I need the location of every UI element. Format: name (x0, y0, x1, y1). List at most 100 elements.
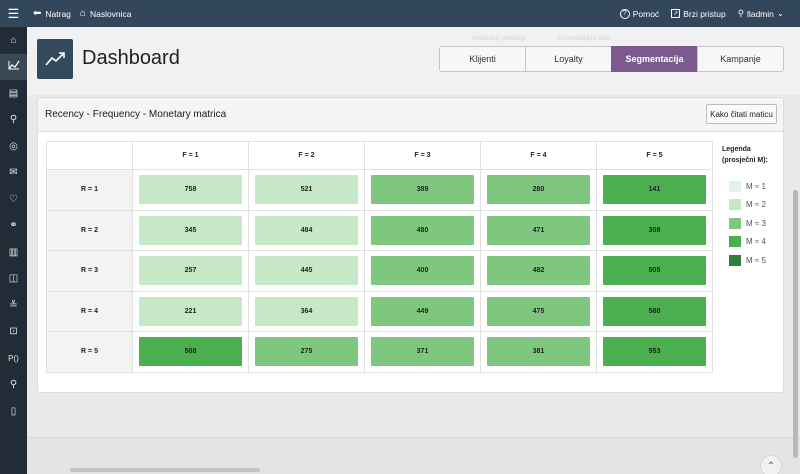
legend-label: M ≈ 2 (746, 200, 766, 209)
help-link[interactable]: ? Pomoć (619, 8, 659, 19)
card-title: Recency - Frequency - Monetary matrica (45, 109, 227, 120)
segment-value[interactable]: 484 (255, 215, 358, 245)
segment-value[interactable]: 275 (255, 337, 358, 367)
user-plus-icon: ⚲ (9, 379, 18, 391)
sidebar-item-security[interactable]: ⊡ (0, 319, 27, 346)
sidebar-item-add-user[interactable]: ⚲ (0, 372, 27, 399)
legend: Legenda (prosječni M): M ≈ 1 M ≈ 2 M ≈ 3 M … (722, 144, 782, 267)
sidebar-item-user-search[interactable]: ⚲ (0, 107, 27, 134)
segment-value[interactable]: 758 (139, 175, 242, 205)
how-to-read-button[interactable]: Kako čitati maticu (706, 104, 777, 124)
tab-loyalty[interactable]: Loyalty (525, 46, 612, 72)
chevron-down-icon: ⌄ (776, 8, 784, 18)
segment-value[interactable]: 371 (371, 337, 474, 367)
matrix-cell: 758 (132, 169, 249, 211)
matrix-cell: 484 (248, 209, 365, 251)
legend-title: Legenda (722, 146, 751, 153)
horizontal-scrollbar[interactable] (70, 468, 260, 472)
legend-swatch (729, 180, 741, 192)
segment-value[interactable]: 480 (371, 215, 474, 245)
matrix-cell: 480 (364, 209, 481, 251)
sidebar-item-p[interactable]: P() (0, 345, 27, 372)
matrix-cell: 482 (480, 250, 597, 292)
sidebar-item-loyalty[interactable]: ♡ (0, 186, 27, 213)
matrix-cell: 505 (596, 250, 713, 292)
vertical-scrollbar[interactable] (793, 190, 798, 458)
legend-swatch (729, 236, 741, 247)
bar-chart-icon: ▥ (8, 246, 19, 258)
matrix-cell: 471 (480, 209, 597, 251)
segment-value[interactable]: 580 (603, 296, 706, 326)
matrix-cell: 449 (364, 290, 481, 332)
sidebar-item-clipboard[interactable]: ▯ (0, 398, 27, 425)
segment-value[interactable]: 309 (603, 215, 706, 245)
rfm-card: Recency - Frequency - Monetary matrica K… (37, 97, 784, 393)
question-icon: ? (619, 8, 630, 19)
sliders-icon: ≚ (9, 299, 18, 311)
home-icon: ⌂ (79, 8, 86, 19)
back-link[interactable]: ⬅ Natrag (33, 8, 71, 19)
user-menu[interactable]: ⚲ lladmin ⌄ (738, 8, 784, 19)
segment-value[interactable]: 400 (371, 256, 474, 286)
segment-value[interactable]: 381 (487, 337, 590, 367)
segment-value[interactable]: 508 (139, 337, 242, 367)
column-header-f4: F = 4 (480, 141, 597, 170)
scroll-to-top-button[interactable]: ⌃ (760, 455, 782, 474)
segment-value[interactable]: 141 (603, 175, 706, 205)
segment-value[interactable]: 482 (487, 256, 590, 286)
row-header: R = 5 (46, 331, 133, 373)
legend-swatch (729, 217, 741, 229)
tab-klijenti[interactable]: Klijenti (439, 46, 526, 72)
segment-value[interactable]: 553 (603, 337, 706, 367)
ghost-text-2: Komunikacijski plan (557, 36, 610, 42)
tab-kampanje[interactable]: Kampanje (697, 46, 784, 72)
hamburger-menu-button[interactable]: ☰ (0, 0, 27, 27)
matrix-cell: 345 (132, 209, 249, 251)
matrix-cell: 400 (364, 250, 481, 292)
column-header-f2: F = 2 (248, 141, 365, 170)
sidebar-item-mail[interactable]: ✉ (0, 160, 27, 187)
quick-access-link[interactable]: ↗ Brzi pristup (671, 9, 726, 19)
matrix-cell: 508 (132, 331, 249, 373)
sidebar-item-documents[interactable]: ▤ (0, 80, 27, 107)
target-icon: ◎ (9, 140, 18, 152)
row-header: R = 1 (46, 169, 133, 211)
segment-value[interactable]: 221 (139, 296, 242, 326)
sidebar-item-reports[interactable]: ▥ (0, 239, 27, 266)
matrix-cell: 445 (248, 250, 365, 292)
matrix-row: R = 4 221 364 449 475 580 (46, 290, 713, 332)
home-link[interactable]: ⌂ Naslovnica (80, 8, 132, 19)
segment-value[interactable]: 471 (487, 215, 590, 245)
segment-value[interactable]: 257 (139, 256, 242, 286)
sidebar-item-dashboard[interactable] (0, 53, 27, 80)
segment-value[interactable]: 445 (255, 256, 358, 286)
legend-item: M ≈ 3 (722, 216, 782, 230)
sidebar-item-settings[interactable]: ≚ (0, 292, 27, 319)
legend-swatch (729, 254, 741, 266)
matrix-row: R = 3 257 445 400 482 505 (46, 250, 713, 292)
matrix-cell: 521 (248, 169, 365, 211)
external-link-icon: ↗ (671, 9, 681, 18)
segment-value[interactable]: 364 (255, 296, 358, 326)
segment-value[interactable]: 475 (487, 296, 590, 326)
segment-value[interactable]: 521 (255, 175, 358, 205)
clipboard-icon: ▯ (10, 405, 17, 417)
sidebar-item-home[interactable]: ⌂ (0, 27, 27, 54)
legend-item: M ≈ 4 (722, 235, 782, 249)
tab-segmentacija[interactable]: Segmentacija (611, 46, 698, 72)
sidebar-item-links[interactable]: ⚭ (0, 213, 27, 240)
segment-value[interactable]: 345 (139, 215, 242, 245)
page-title: Dashboard (82, 47, 180, 69)
segment-value[interactable]: 449 (371, 296, 474, 326)
row-header: R = 3 (46, 250, 133, 292)
column-header-f1: F = 1 (132, 141, 249, 170)
sidebar-item-games[interactable]: ◫ (0, 266, 27, 293)
segment-value[interactable]: 505 (603, 256, 706, 286)
sidebar-item-target[interactable]: ◎ (0, 133, 27, 160)
lock-icon: ⊡ (9, 326, 18, 338)
rfm-matrix: F = 1 F = 2 F = 3 F = 4 F = 5 R = 1 758 52… (46, 141, 713, 373)
home-label: Naslovnica (89, 8, 132, 19)
segment-value[interactable]: 389 (371, 175, 474, 205)
top-bar: ☰ ⬅ Natrag ⌂ Naslovnica ? Pomoć ↗ Brzi p… (0, 0, 800, 27)
segment-value[interactable]: 280 (487, 175, 590, 205)
